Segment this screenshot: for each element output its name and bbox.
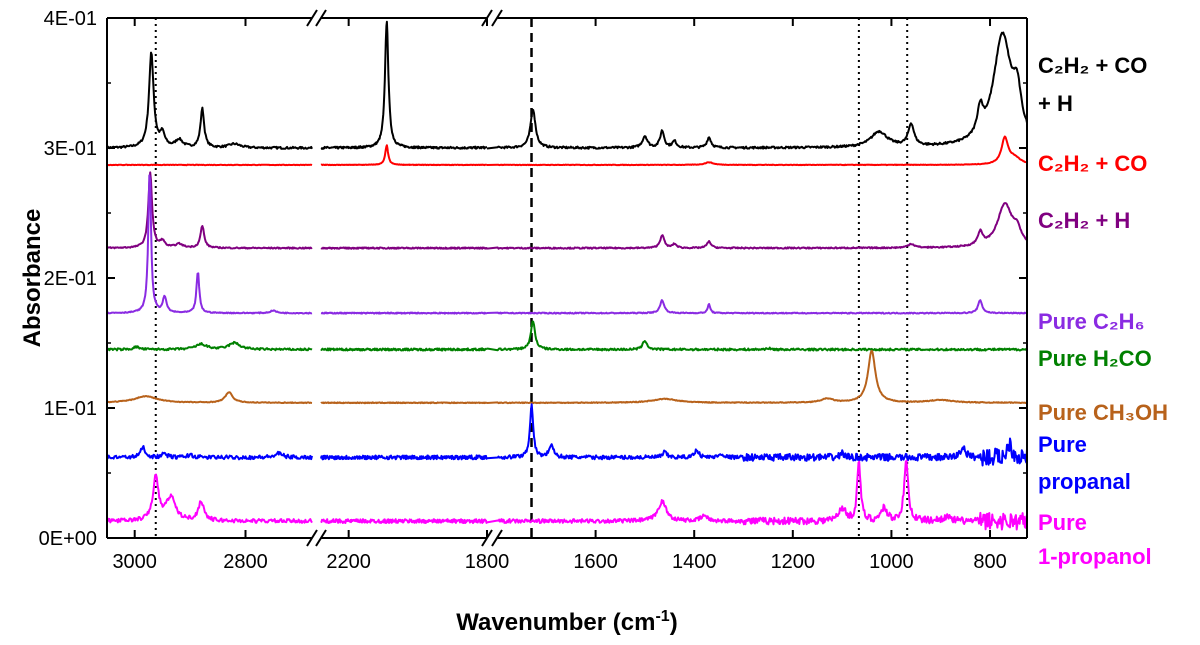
- legend-label-0-0: C₂H₂ + CO: [1038, 53, 1147, 78]
- series-line-5: [106, 349, 1028, 405]
- y-axis-title: Absorbance: [19, 209, 46, 348]
- y-tick-label: 4E-01: [44, 8, 97, 30]
- x-tick-label: 1200: [771, 551, 816, 573]
- y-tick-label: 0E+00: [39, 528, 97, 550]
- legend-label-1-0: C₂H₂ + CO: [1038, 151, 1147, 176]
- legend-label-4-0: Pure H₂CO: [1038, 346, 1152, 371]
- legend-label-5-0: Pure CH₃OH: [1038, 400, 1168, 425]
- series-line-7: [106, 459, 1028, 531]
- series-line-4: [106, 320, 1028, 352]
- x-tick-label: 2200: [326, 551, 371, 573]
- labels: 0E+00 1E-01 2E-01 3E-01 4E-01 3000 2800 2200 180…: [19, 8, 1168, 636]
- series-line-0: [106, 20, 1028, 150]
- legend-label-7-1: 1-propanol: [1038, 544, 1152, 569]
- series-line-2: [106, 171, 1028, 250]
- axis-break-mark: [315, 9, 327, 27]
- axes: [106, 9, 1028, 547]
- legend-label-2-0: C₂H₂ + H: [1038, 208, 1130, 233]
- legend-label-7-0: Pure: [1038, 510, 1087, 535]
- axis-break-mark: [315, 529, 327, 547]
- x-tick-label: 2800: [223, 551, 268, 573]
- y-tick-label: 2E-01: [44, 268, 97, 290]
- axis-break-mark: [491, 529, 503, 547]
- x-tick-label: 1800: [465, 551, 510, 573]
- y-tick-label: 1E-01: [44, 398, 97, 420]
- x-tick-label: 1000: [869, 551, 914, 573]
- series-line-6: [106, 403, 1028, 467]
- axis-break-mark: [306, 529, 318, 547]
- series-line-3: [106, 174, 1028, 315]
- legend-label-6-0: Pure: [1038, 432, 1087, 457]
- y-tick-label: 3E-01: [44, 138, 97, 160]
- legend-label-3-0: Pure C₂H₆: [1038, 309, 1145, 334]
- legend-label-6-1: propanal: [1038, 469, 1131, 494]
- series-line-1: [106, 135, 1028, 167]
- plot-area: [106, 18, 1028, 538]
- x-tick-label: 3000: [112, 551, 157, 573]
- x-tick-label: 800: [973, 551, 1006, 573]
- x-tick-label: 1600: [573, 551, 618, 573]
- x-tick-label: 1400: [672, 551, 717, 573]
- axis-break-mark: [491, 9, 503, 27]
- axis-break-mark: [306, 9, 318, 27]
- x-axis-title: Wavenumber (cm-1): [456, 608, 677, 636]
- legend-label-0-1: + H: [1038, 91, 1073, 116]
